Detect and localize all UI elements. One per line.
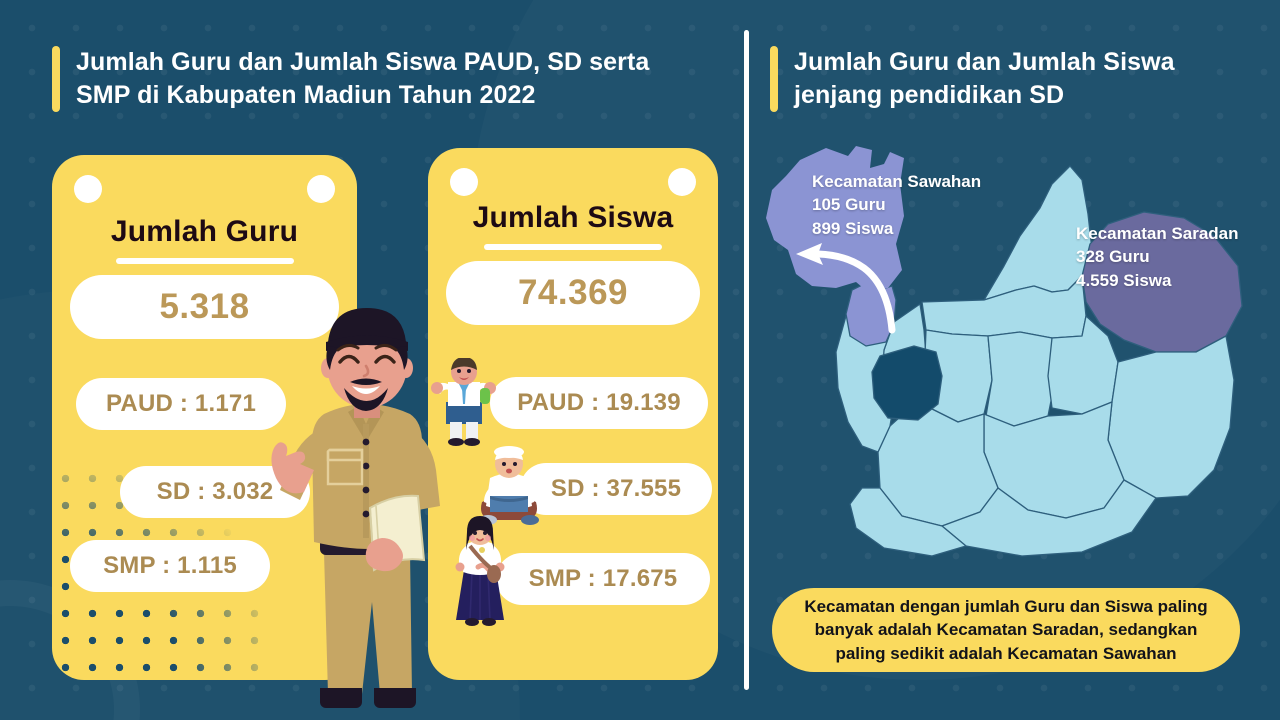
map-label-sawahan: Kecamatan Sawahan 105 Guru 899 Siswa: [812, 172, 982, 238]
map-district: [849, 487, 967, 557]
kabupaten-madiun-map: [766, 146, 1243, 557]
jumlah-siswa-smp-item: SMP : 17.675: [496, 553, 710, 605]
right-panel-title-text: Jumlah Guru dan Jumlah Siswa jenjang pen…: [794, 48, 1175, 109]
jumlah-guru-card-title: Jumlah Guru: [110, 215, 299, 248]
jumlah-siswa-total-value: 74.369: [446, 261, 700, 325]
title-accent-bar: [52, 46, 60, 112]
map-district-saradan: [1081, 211, 1243, 353]
jumlah-siswa-sd-item: SD : 37.555: [520, 463, 712, 515]
title-accent-bar: [770, 46, 778, 112]
card-punch-hole-right: [307, 175, 335, 203]
left-panel-title-text: Jumlah Guru dan Jumlah Siswa PAUD, SD se…: [76, 48, 650, 109]
paud-student-illustration: [431, 358, 496, 446]
sd-student-illustration: [479, 446, 539, 525]
jumlah-guru-paud-item: PAUD : 1.171: [76, 378, 286, 430]
left-panel-title: Jumlah Guru dan Jumlah Siswa PAUD, SD se…: [52, 46, 712, 112]
map-summary-caption: Kecamatan dengan jumlah Guru dan Siswa p…: [772, 588, 1240, 672]
teacher-illustration: [271, 308, 440, 708]
right-panel-title: Jumlah Guru dan Jumlah Siswa jenjang pen…: [770, 46, 1240, 112]
map-district-dark: [871, 345, 943, 421]
panel-divider: [744, 30, 749, 690]
card-title-rule: [484, 244, 662, 250]
map-label-saradan: Kecamatan Saradan 328 Guru 4.559 Siswa: [1076, 224, 1239, 290]
map-district: [985, 331, 1057, 427]
card-punch-hole-left: [450, 168, 478, 196]
map-district: [1107, 335, 1235, 499]
card-punch-hole-left: [74, 175, 102, 203]
jumlah-guru-total-value: 5.318: [70, 275, 339, 339]
jumlah-siswa-card-title: Jumlah Siswa: [472, 201, 674, 234]
map-district: [941, 479, 1157, 557]
card-punch-hole-right: [668, 168, 696, 196]
card-title-rule: [115, 258, 294, 264]
map-summary-caption-text: Kecamatan dengan jumlah Guru dan Siswa p…: [804, 597, 1208, 663]
jumlah-siswa-paud-item: PAUD : 19.139: [490, 377, 708, 429]
map-pointer-arrow: [796, 243, 896, 334]
smp-student-illustration: [455, 516, 505, 626]
jumlah-guru-card: Jumlah Guru 5.318 PAUD : 1.171 SD : 3.03…: [52, 155, 357, 680]
jumlah-guru-smp-item: SMP : 1.115: [70, 540, 270, 592]
